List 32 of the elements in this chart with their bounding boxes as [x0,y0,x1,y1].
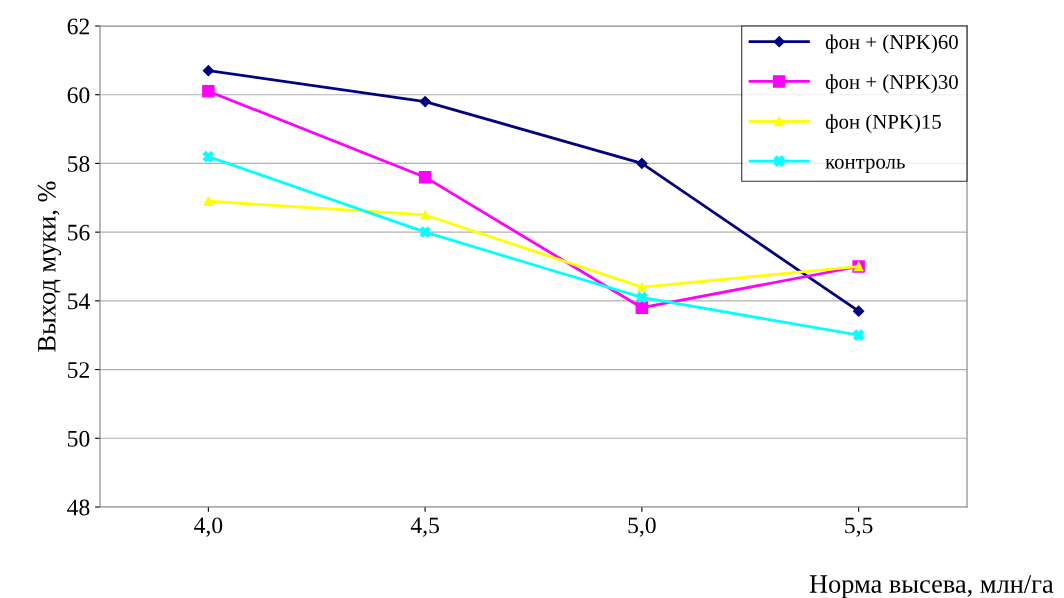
point [636,157,648,170]
y-tick-label: 62 [67,18,89,35]
y-axis-title: Выход муки, % [37,181,62,352]
point [635,301,649,314]
x-axis-title: Норма высева, млн/га [809,575,1054,598]
y-tick-label: 54 [68,293,90,310]
x-tick-label: 5,0 [628,517,656,537]
y-tick-label: 60 [67,87,90,104]
point [202,65,214,77]
point [636,291,648,303]
point [202,151,214,163]
legend-label: контроль [825,158,905,173]
y-tick-label: 50 [68,430,90,447]
point [420,210,430,220]
x-tick-label: 4,5 [410,517,439,537]
y-tick-label: 48 [67,499,90,516]
point [418,170,432,184]
point [203,196,214,207]
legend-label: фон + (NPK)30 [825,74,958,94]
x-tick-label: 5,5 [845,517,873,537]
y-tick-label: 52 [68,362,89,378]
y-tick-label: 56 [68,224,90,241]
point [202,85,215,98]
y-tick-label: 58 [68,155,90,172]
legend-label: фон + (NPK)60 [825,34,958,54]
point [419,95,431,108]
x-tick-label: 4,0 [194,517,223,537]
point [419,226,431,238]
point [853,329,865,341]
point [637,282,647,292]
point [853,305,865,317]
legend-label: фон (NPK)15 [825,114,941,134]
